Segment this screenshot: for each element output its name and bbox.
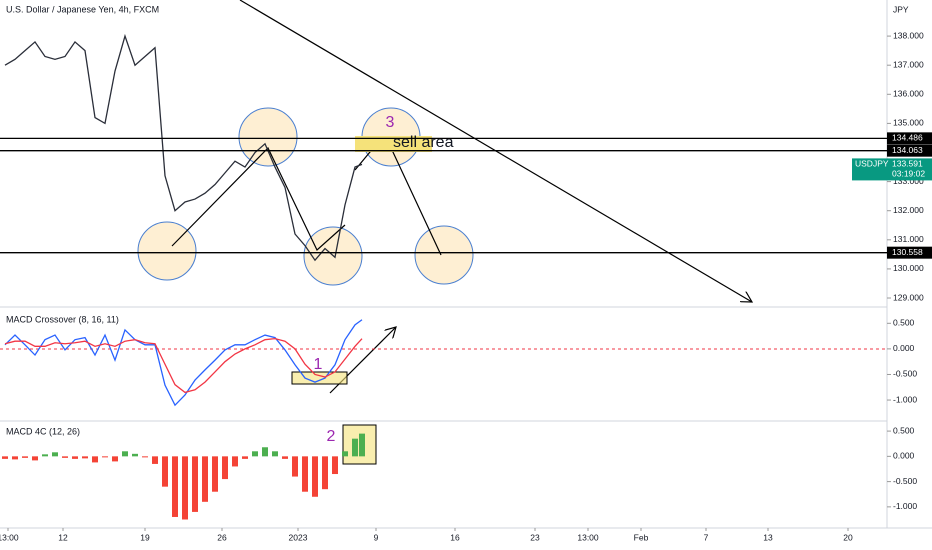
y-tick-label: 0.500 <box>893 318 915 328</box>
y-tick-label: 133.000 <box>893 176 924 186</box>
histogram-bar <box>12 456 18 460</box>
histogram-bar <box>32 456 38 461</box>
histogram-bar <box>322 456 328 490</box>
y-tick-label: -0.500 <box>893 476 917 486</box>
x-tick-label: 13:00 <box>577 532 599 542</box>
histogram-bar <box>162 456 168 487</box>
histogram-bar <box>2 456 8 459</box>
circle <box>238 107 298 167</box>
x-tick-label: Feb <box>634 532 649 542</box>
macd-line <box>4 319 363 407</box>
y-tick-label: 0.000 <box>893 451 915 461</box>
histogram-bar <box>152 456 158 464</box>
chart-title: U.S. Dollar / Japanese Yen, 4h, FXCM <box>6 4 159 14</box>
y-tick-label: 0.000 <box>893 343 915 353</box>
histogram-bar <box>132 453 138 457</box>
histogram-bar <box>272 451 278 457</box>
price-tag <box>852 158 932 181</box>
y-tick-label: -1.000 <box>893 394 917 404</box>
macd-line <box>4 337 363 394</box>
histogram-bar <box>22 456 28 458</box>
histogram-bar <box>72 456 78 459</box>
histogram-bar <box>292 456 298 477</box>
histogram-bar <box>142 456 148 458</box>
x-tick-label: 13:00 <box>0 532 19 542</box>
y-tick-label: 0.500 <box>893 425 915 435</box>
symbol-label: USDJPY <box>855 159 889 169</box>
level-tag <box>887 144 932 157</box>
histogram-bar <box>122 451 128 457</box>
histogram-bar <box>302 456 308 492</box>
label-background <box>355 136 432 152</box>
x-tick-label: 19 <box>140 532 150 542</box>
circle <box>414 225 474 285</box>
y-tick-label: 130.000 <box>893 263 924 273</box>
x-tick-label: 9 <box>374 532 379 542</box>
y-tick-label: 135.000 <box>893 118 924 128</box>
level-tag <box>887 132 932 145</box>
histogram-bar <box>332 456 338 475</box>
last-price: 133.591 <box>892 159 923 169</box>
level-label: 130.558 <box>892 247 923 257</box>
annotation: 1 <box>314 356 323 373</box>
x-tick-label: 20 <box>843 532 853 542</box>
histogram-bar <box>232 456 238 467</box>
level-label: 134.063 <box>892 145 923 155</box>
histogram-bar <box>212 456 218 492</box>
x-tick-label: 2023 <box>289 532 308 542</box>
histogram-bar <box>262 447 268 457</box>
x-tick-label: 23 <box>530 532 540 542</box>
histogram-bar <box>222 456 228 480</box>
histogram-bar <box>92 456 98 463</box>
histogram-bar <box>42 454 48 457</box>
histogram-bar <box>342 451 348 457</box>
histogram-bar <box>202 456 208 502</box>
histogram-bar <box>62 456 68 458</box>
x-tick-label: 16 <box>450 532 460 542</box>
histogram-bar <box>242 456 248 459</box>
histogram-bar <box>102 456 108 458</box>
annotation: 2 <box>327 428 336 445</box>
histogram-bar <box>112 456 118 462</box>
x-tick-label: 7 <box>704 532 709 542</box>
level-label: 134.486 <box>892 133 923 143</box>
currency: JPY <box>893 4 909 14</box>
histogram-bar <box>352 438 358 457</box>
y-tick-label: -0.500 <box>893 369 917 379</box>
y-tick-label: 136.000 <box>893 89 924 99</box>
y-tick-label: 138.000 <box>893 30 924 40</box>
y-tick-label: 129.000 <box>893 292 924 302</box>
histogram-bar <box>282 456 288 459</box>
y-tick-label: -1.000 <box>893 501 917 511</box>
histogram-bar <box>82 456 88 459</box>
y-tick-label: 131.000 <box>893 234 924 244</box>
level-tag <box>887 246 932 259</box>
trend-line <box>171 146 346 251</box>
pane-title: MACD Crossover (8, 16, 11) <box>6 314 119 324</box>
histogram-bar <box>312 456 318 497</box>
pane-title: MACD 4C (12, 26) <box>6 426 80 436</box>
highlight-box <box>291 371 348 385</box>
annotation: 3 <box>386 114 395 131</box>
y-tick-label: 132.000 <box>893 205 924 215</box>
x-tick-label: 13 <box>763 532 773 542</box>
histogram-bar <box>182 456 188 520</box>
histogram-bar <box>252 451 258 457</box>
annotation: sell area <box>393 134 454 151</box>
countdown: 03:19:02 <box>892 169 925 179</box>
histogram-bar <box>52 452 58 457</box>
histogram-bar <box>172 456 178 517</box>
x-tick-label: 26 <box>217 532 227 542</box>
x-tick-label: 12 <box>58 532 68 542</box>
histogram-bar <box>359 433 365 457</box>
price-line <box>4 33 363 262</box>
histogram-bar <box>192 456 198 512</box>
y-tick-label: 137.000 <box>893 59 924 69</box>
